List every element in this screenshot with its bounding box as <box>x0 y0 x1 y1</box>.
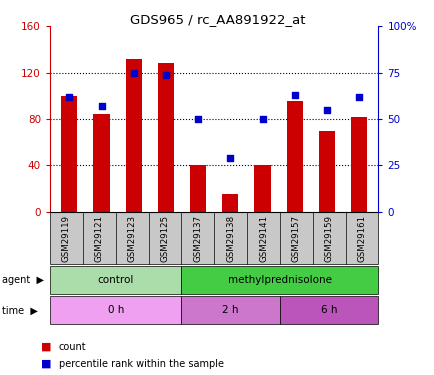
Bar <box>190 165 206 212</box>
Text: 2 h: 2 h <box>222 305 238 315</box>
Point <box>259 116 266 122</box>
Point <box>355 94 362 100</box>
Text: methylprednisolone: methylprednisolone <box>227 275 331 285</box>
Bar <box>93 114 109 212</box>
Text: time  ▶: time ▶ <box>2 305 38 315</box>
Text: count: count <box>59 342 86 352</box>
Point <box>227 155 233 161</box>
Text: ■: ■ <box>41 359 52 369</box>
Text: GSM29159: GSM29159 <box>324 214 333 262</box>
Point <box>162 72 169 78</box>
Text: GSM29138: GSM29138 <box>226 214 235 262</box>
Point <box>98 103 105 109</box>
Text: GSM29137: GSM29137 <box>193 214 202 262</box>
Bar <box>254 165 270 212</box>
Text: 6 h: 6 h <box>320 305 337 315</box>
Point <box>66 94 72 100</box>
Text: GSM29119: GSM29119 <box>62 214 71 262</box>
Bar <box>318 130 334 212</box>
Text: percentile rank within the sample: percentile rank within the sample <box>59 359 223 369</box>
Text: agent  ▶: agent ▶ <box>2 275 44 285</box>
Text: GSM29125: GSM29125 <box>160 214 169 262</box>
Text: GSM29157: GSM29157 <box>291 214 300 262</box>
Text: GSM29123: GSM29123 <box>127 214 136 262</box>
Bar <box>222 195 238 212</box>
Text: ■: ■ <box>41 342 52 352</box>
Text: GSM29121: GSM29121 <box>95 214 104 262</box>
Text: 0 h: 0 h <box>107 305 124 315</box>
Point <box>194 116 201 122</box>
Bar <box>61 96 77 212</box>
Point <box>291 92 298 98</box>
Bar <box>350 117 366 212</box>
Bar <box>125 59 141 212</box>
Text: GSM29161: GSM29161 <box>357 214 366 262</box>
Bar <box>158 63 174 212</box>
Text: control: control <box>97 275 134 285</box>
Point <box>130 70 137 76</box>
Point <box>323 107 330 113</box>
Text: GSM29141: GSM29141 <box>258 214 267 262</box>
Bar <box>286 100 302 212</box>
Text: GDS965 / rc_AA891922_at: GDS965 / rc_AA891922_at <box>129 13 305 26</box>
